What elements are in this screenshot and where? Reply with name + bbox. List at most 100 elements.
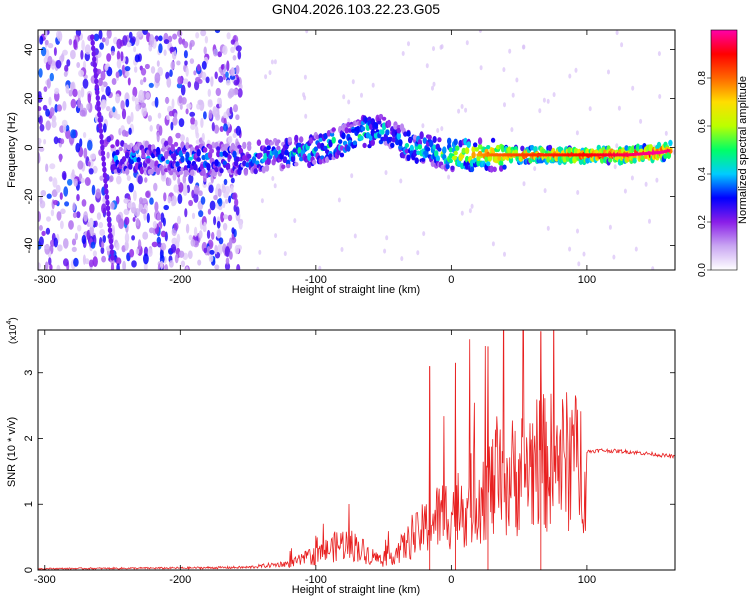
noise-cell (229, 74, 236, 80)
noise-cell (582, 251, 586, 257)
ridge-cell (177, 166, 182, 173)
noise-cell (140, 102, 146, 108)
noise-cell (173, 222, 179, 231)
streak-cell (92, 56, 97, 63)
noise-cell (157, 241, 162, 248)
noise-cell (72, 202, 76, 212)
noise-cell (130, 111, 134, 123)
noise-cell (98, 221, 104, 229)
noise-cell (193, 70, 197, 76)
ridge-cell (201, 154, 206, 161)
noise-cell (224, 262, 231, 270)
noise-cell (198, 210, 204, 218)
noise-cell (230, 185, 234, 194)
ridge-cell (419, 131, 424, 140)
ridge-cell (219, 151, 224, 157)
noise-cell (116, 175, 122, 185)
noise-cell (61, 170, 67, 180)
colorbar-gradient (711, 30, 737, 270)
streak-cell (95, 95, 101, 101)
ridge-cell (656, 141, 662, 149)
noise-cell (38, 262, 41, 270)
noise-cell (200, 196, 206, 205)
ridge-cell (408, 137, 413, 144)
ridge-cell (276, 145, 281, 151)
noise-cell (143, 253, 149, 265)
noise-cell (350, 173, 354, 179)
noise-cell (232, 192, 238, 200)
noise-cell (136, 31, 143, 38)
ridge-cell (381, 122, 387, 131)
snr-x-tick-label: -200 (169, 574, 191, 586)
noise-cell (568, 73, 572, 79)
noise-cell (177, 215, 181, 225)
noise-cell (293, 218, 297, 224)
noise-cell (224, 198, 229, 204)
ridge-cell (287, 136, 292, 143)
ridge-cell (196, 157, 201, 162)
spectrogram-frame (37, 29, 676, 271)
ridge-cell (299, 136, 304, 143)
noise-cell (54, 103, 58, 113)
noise-cell (38, 236, 44, 247)
ridge-cell (373, 122, 379, 129)
noise-cell (57, 31, 63, 42)
noise-cell (588, 106, 592, 112)
noise-cell (153, 182, 158, 192)
noise-cell (43, 86, 48, 92)
ridge-cell (529, 144, 535, 151)
noise-cell (87, 161, 91, 167)
noise-cell (76, 62, 81, 68)
ridge-cell (404, 143, 410, 148)
noise-cell (127, 77, 131, 86)
noise-cell (170, 61, 175, 70)
noise-cell (68, 89, 73, 97)
noise-cell (98, 30, 103, 40)
noise-cell (503, 251, 506, 257)
noise-cell (212, 106, 217, 116)
noise-cell (40, 46, 47, 57)
noise-cell (147, 115, 152, 122)
noise-cell (38, 115, 43, 125)
noise-cell (129, 248, 135, 258)
ridge-cell (214, 159, 219, 167)
ridge-cell (323, 132, 328, 140)
noise-cell (169, 46, 176, 53)
noise-cell (167, 135, 173, 146)
noise-cell (87, 93, 92, 104)
noise-cell (207, 88, 211, 97)
snr-x-tick-label: -100 (305, 574, 327, 586)
noise-cell (371, 82, 375, 88)
noise-cell (222, 222, 228, 231)
noise-cell (124, 66, 131, 72)
ridge-cell (473, 142, 478, 148)
noise-cell (465, 40, 469, 46)
ridge-cell (173, 141, 179, 147)
noise-cell (60, 138, 65, 145)
ridge-cell (477, 143, 483, 150)
noise-cell (185, 108, 189, 115)
noise-cell (45, 120, 51, 131)
noise-cell (123, 198, 129, 204)
ridge-cell (352, 140, 358, 146)
noise-cell (138, 89, 144, 101)
ridge-cell (417, 145, 423, 150)
noise-cell (63, 124, 67, 134)
ridge-cell (325, 149, 330, 155)
ridge-cell (355, 125, 361, 134)
noise-cell (172, 33, 178, 40)
noise-cell (135, 248, 140, 255)
noise-cell (510, 127, 514, 133)
noise-cell (209, 249, 215, 255)
noise-cell (81, 234, 87, 245)
ridge-cell (258, 152, 263, 158)
noise-cell (543, 188, 547, 194)
ridge-cell (398, 144, 403, 150)
noise-cell (128, 182, 134, 193)
ridge-cell (370, 139, 375, 146)
noise-cell (64, 201, 70, 207)
noise-cell (143, 262, 148, 270)
noise-cell (206, 246, 211, 256)
noise-cell (228, 195, 232, 204)
